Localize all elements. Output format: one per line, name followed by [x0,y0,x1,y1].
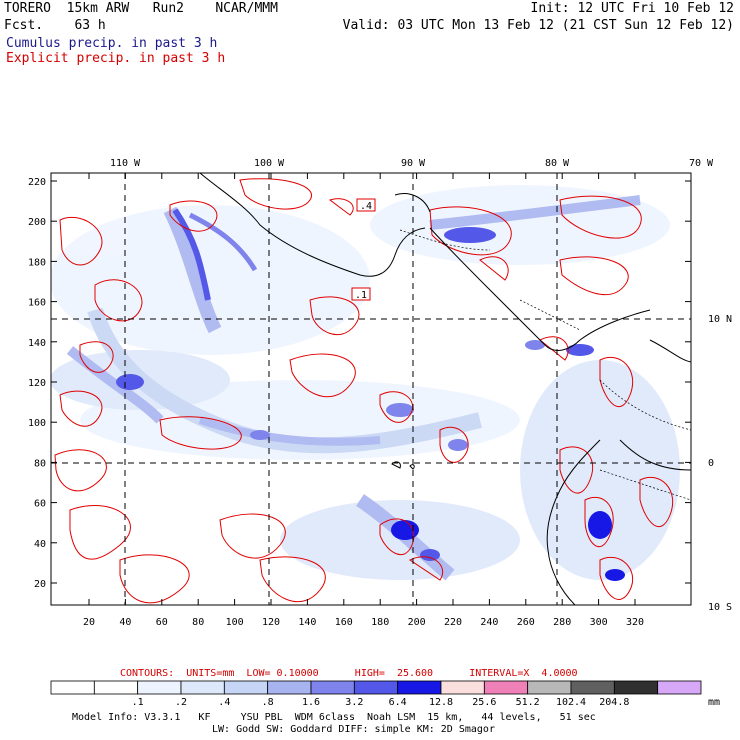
colorbar-tick-label: 12.8 [429,697,453,708]
colorbar-tick-label: .4 [218,697,230,708]
y-tick-label: 40 [34,539,46,550]
longitude-label: 100 W [254,158,285,169]
colorbar-bin [310,680,355,695]
colorbar-bin [570,680,615,695]
x-tick-label: 240 [480,617,498,628]
longitude-label: 90 W [401,158,426,169]
colorbar-tick-label: 25.6 [472,697,496,708]
longitude-label: 80 W [545,158,570,169]
y-tick-label: 180 [28,257,46,268]
latitude-label: 10 N [708,314,732,325]
y-tick-label: 120 [28,378,46,389]
contour-info: CONTOURS: UNITS=mm LOW= 0.10000 HIGH= 25… [120,668,578,679]
colorbar-bin [267,680,312,695]
colorbar-tick-label: 1.6 [302,697,320,708]
latitude-label: 0 [708,458,714,469]
colorbar-bin [180,680,225,695]
x-tick-label: 300 [590,617,608,628]
map-frame [50,172,692,606]
valid-time: Valid: 03 UTC Mon 13 Feb 12 (21 CST Sun … [342,18,734,33]
x-axis-ticks: 20 40 60 80 100 120 140 160 180 200 220 240 260 280 30… [83,173,644,628]
colorbar-tick-label: .8 [262,697,274,708]
colorbar-bin [657,680,702,695]
y-axis-ticks: 220 200 180 160 140 120 100 80 60 40 20 [28,177,691,590]
physics-info: LW: Godd SW: Goddard DIFF: simple KM: 2D… [212,724,495,735]
explicit-legend: Explicit precip. in past 3 h [6,51,226,66]
contour-tag: .1 [355,290,367,301]
colorbar-bin [527,680,572,695]
y-tick-label: 100 [28,418,46,429]
longitude-labels: 110 W 100 W 90 W 80 W 70 W [110,158,714,169]
forecast-hour: Fcst. 63 h [4,18,106,33]
heavy-precip-cores [116,208,625,581]
x-tick-label: 100 [226,617,244,628]
y-tick-label: 160 [28,298,46,309]
contour-tag-box [356,198,376,212]
model-title: TORERO 15km ARW Run2 NCAR/MMM [4,1,278,16]
longitude-label: 70 W [689,158,714,169]
x-tick-label: 80 [192,617,204,628]
x-tick-label: 40 [119,617,131,628]
explicit-precip-contours [54,178,674,604]
x-tick-label: 120 [262,617,280,628]
x-tick-label: 180 [371,617,389,628]
latitude-label: 10 S [708,602,732,613]
colorbar-tick-label: 51.2 [516,697,540,708]
colorbar-tick-label: .1 [132,697,144,708]
longitude-label: 110 W [110,158,141,169]
y-tick-label: 20 [34,579,46,590]
colorbar-tick-label: 204.8 [599,697,629,708]
model-info: Model Info: V3.3.1 KF YSU PBL WDM 6class… [72,712,596,723]
colorbar-bin [440,680,485,695]
colorbar-bin [50,680,95,695]
y-tick-label: 60 [34,499,46,510]
colorbar-bin [137,680,182,695]
colorbar-tick-label: 6.4 [389,697,407,708]
country-borders [399,229,691,501]
lat-lon-grid [51,173,691,605]
colorbar-bin [223,680,269,695]
latitude-labels: 10 N 0 10 S [708,314,732,613]
contour-tag-box [351,287,371,301]
x-tick-label: 140 [298,617,316,628]
x-tick-label: 260 [517,617,535,628]
y-tick-label: 80 [34,458,46,469]
init-time: Init: 12 UTC Fri 10 Feb 12 [530,1,735,16]
x-tick-label: 280 [553,617,571,628]
y-tick-label: 200 [28,217,46,228]
x-tick-label: 20 [83,617,95,628]
contour-tag: .4 [360,201,372,212]
colorbar-tick-label: 102.4 [556,697,586,708]
colorbar-tick-label: 3.2 [345,697,363,708]
colorbar-bin [397,680,442,695]
y-tick-label: 140 [28,338,46,349]
colorbar-tick-label: .2 [175,697,187,708]
x-tick-label: 220 [444,617,462,628]
colorbar-bin [93,680,139,695]
x-tick-label: 160 [335,617,353,628]
colorbar-bin [483,680,529,695]
cumulus-legend: Cumulus precip. in past 3 h [6,36,218,51]
cumulus-precip-field [51,185,680,581]
x-tick-label: 60 [156,617,168,628]
y-tick-label: 220 [28,177,46,188]
colorbar-bin [613,680,659,695]
x-tick-label: 320 [626,617,644,628]
x-tick-label: 200 [408,617,426,628]
colorbar-unit: mm [708,697,721,708]
colorbar-bin [353,680,399,695]
colorbar: .1 .2 .4 .8 1.6 3.2 6.4 12.8 25.6 51.2 102.4 204.8 [50,680,702,708]
